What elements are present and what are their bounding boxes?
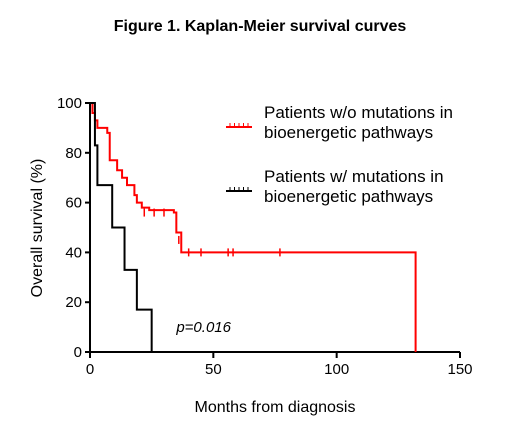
x-tick-label: 50 [205,361,222,378]
y-tick-label: 40 [65,244,82,261]
y-tick-label: 0 [74,344,82,361]
legend: Patients w/o mutations in bioenergetic pa… [226,103,453,206]
y-tick-label: 100 [57,95,82,112]
series-line-1 [90,102,153,352]
x-tick-label: 100 [324,361,349,378]
series-layer [90,102,417,352]
legend-label-0: Patients w/o mutations in bioenergetic pa… [264,103,453,142]
y-tick-label: 60 [65,195,82,212]
axes: 0 20 40 60 80 100 0 50 100 150 [57,95,473,378]
x-tick-label: 0 [86,361,94,378]
figure-title: Figure 1. Kaplan-Meier survival curves [113,18,407,35]
y-axis-label: Overall survival (%) [29,159,46,298]
y-tick-label: 80 [65,145,82,162]
y-tick-label: 20 [65,294,82,311]
x-tick-label: 150 [447,361,472,378]
p-value-annotation: p=0.016 [175,319,231,336]
series-line-0 [90,102,417,352]
x-axis-label: Months from diagnosis [195,399,356,416]
legend-label-1: Patients w/ mutations in bioenergetic pat… [264,167,444,206]
